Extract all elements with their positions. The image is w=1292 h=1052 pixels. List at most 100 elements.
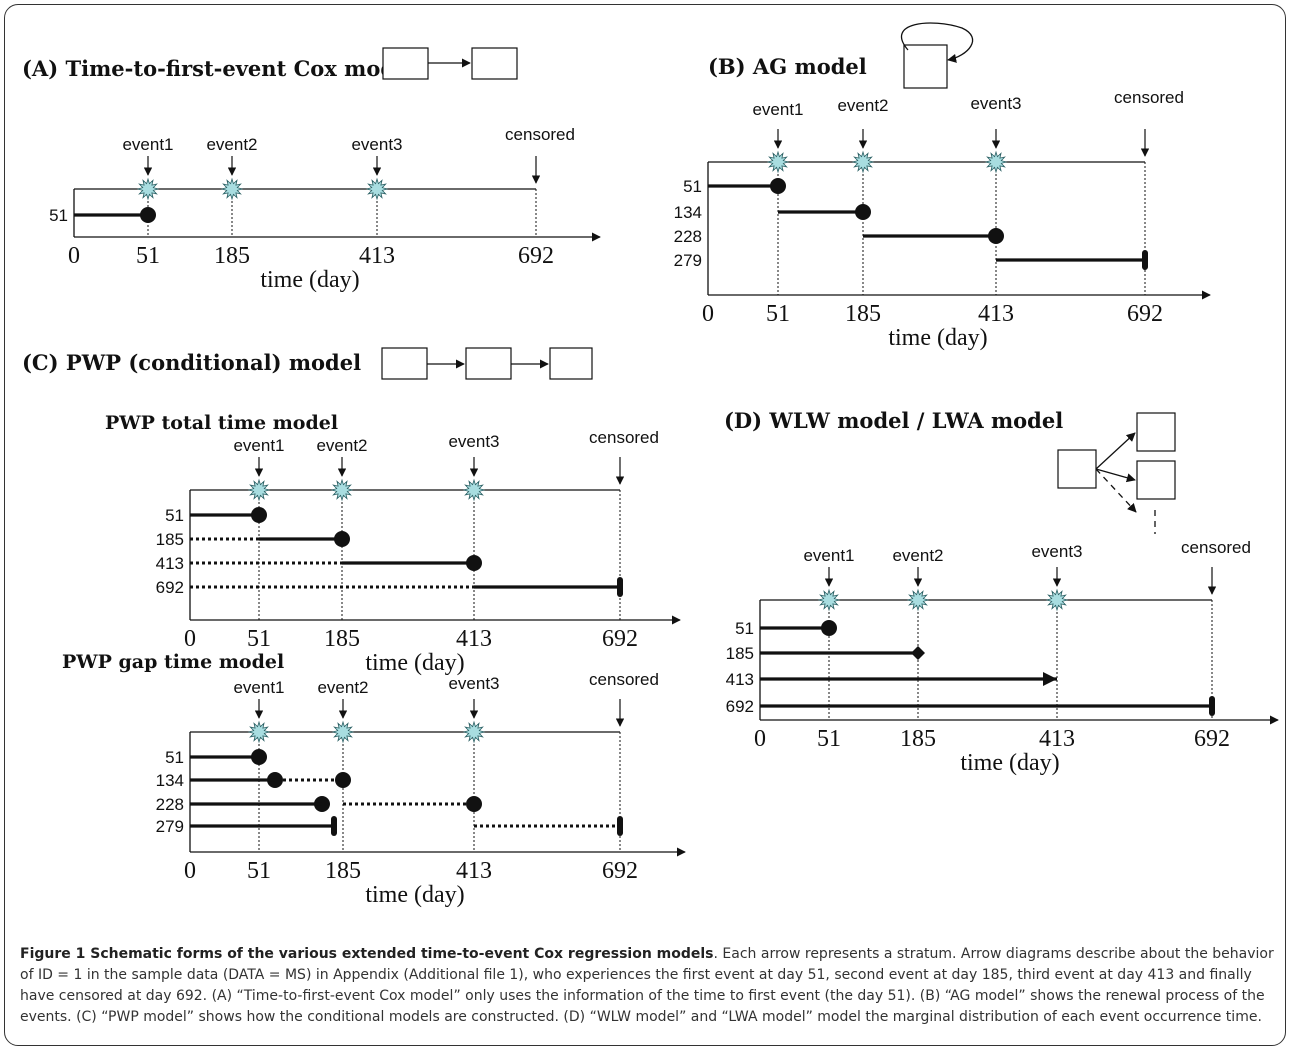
tick-label: 0: [702, 301, 714, 327]
pwp-total-title: PWP total time model: [105, 412, 338, 434]
tick-label: 0: [184, 626, 196, 652]
row-label: 51: [165, 748, 184, 767]
tick-label: 51: [136, 243, 160, 269]
event-dot: [821, 620, 837, 636]
axis-title: time (day): [365, 882, 464, 908]
axis-title: time (day): [888, 325, 987, 351]
event-dot: [988, 228, 1004, 244]
state-box: [471, 47, 518, 80]
event-dot: [140, 207, 156, 223]
tick-label: 0: [184, 858, 196, 884]
tick-label: 51: [817, 726, 841, 752]
event-star-icon: [330, 478, 354, 502]
axis-title: time (day): [960, 750, 1059, 776]
tick-label: 413: [978, 301, 1014, 327]
row-label: 134: [156, 771, 184, 790]
censor-bar: [1142, 250, 1148, 270]
event-label: event1: [233, 436, 284, 455]
censored-label: censored: [589, 670, 659, 689]
tick-label: 0: [68, 243, 80, 269]
state-box: [382, 47, 429, 80]
panel-d: event1 event2 event3 censored 0 51 185 413 692 ti…: [726, 538, 1279, 776]
event-label: event1: [122, 135, 173, 154]
event-star-icon: [462, 478, 486, 502]
state-schematics: [381, 22, 1176, 534]
event-dot: [855, 204, 871, 220]
tick-label: 413: [456, 626, 492, 652]
tick-label: 413: [359, 243, 395, 269]
state-box: [1057, 449, 1097, 489]
row-label: 692: [726, 697, 754, 716]
censored-label: censored: [589, 428, 659, 447]
state-box: [381, 347, 428, 380]
tick-label: 185: [214, 243, 250, 269]
state-box: [1136, 412, 1176, 452]
tick-label: 185: [324, 626, 360, 652]
censored-label: censored: [1114, 88, 1184, 107]
row-label: 51: [735, 619, 754, 638]
event-dot: [251, 507, 267, 523]
event-star-icon: [247, 720, 271, 744]
event-star-icon: [766, 150, 790, 174]
transition-arrow: [1095, 468, 1136, 483]
diamond-marker: [911, 646, 925, 660]
tick-label: 185: [325, 858, 361, 884]
event-label: event3: [448, 432, 499, 451]
tick-label: 692: [1194, 726, 1230, 752]
tick-label: 51: [766, 301, 790, 327]
figure-frame: [4, 4, 1286, 1046]
event-star-icon: [817, 588, 841, 612]
event-label: event2: [892, 546, 943, 565]
event-label: event3: [448, 674, 499, 693]
row-label: 134: [674, 203, 702, 222]
row-label: 185: [726, 644, 754, 663]
row-label: 51: [683, 177, 702, 196]
tick-label: 692: [602, 858, 638, 884]
tick-label: 692: [1127, 301, 1163, 327]
event-label: event2: [317, 678, 368, 697]
row-label: 692: [156, 578, 184, 597]
tick-label: 692: [602, 626, 638, 652]
event-star-icon: [331, 720, 355, 744]
row-label: 185: [156, 530, 184, 549]
event-dot: [334, 531, 350, 547]
event-star-icon: [220, 177, 244, 201]
censor-bar: [1209, 696, 1215, 716]
tick-label: 692: [518, 243, 554, 269]
panel-b: event1 event2 event3 censored 0 51 185 413 692 ti…: [674, 88, 1211, 351]
row-label: 228: [674, 227, 702, 246]
axis-title: time (day): [365, 650, 464, 676]
event-label: event3: [1031, 542, 1082, 561]
tick-label: 413: [456, 858, 492, 884]
axis-title: time (day): [260, 267, 359, 293]
event-dot: [335, 772, 351, 788]
tick-label: 185: [845, 301, 881, 327]
transition-arrow: [1095, 468, 1137, 513]
panel-c-gap: event1 event2 event3 censored 0 51 185 413 692 ti…: [156, 670, 686, 908]
event-label: event1: [803, 546, 854, 565]
event-star-icon: [462, 720, 486, 744]
state-box: [1136, 460, 1176, 500]
event-label: event2: [837, 96, 888, 115]
censored-label: censored: [1181, 538, 1251, 557]
event-dot: [770, 178, 786, 194]
panel-b-title: (B) AG model: [708, 54, 867, 79]
censor-bar: [617, 577, 623, 597]
tick-label: 0: [754, 726, 766, 752]
row-label: 279: [156, 817, 184, 836]
event-label: event3: [351, 135, 402, 154]
row-label: 51: [49, 206, 68, 225]
event-label: event2: [206, 135, 257, 154]
event-star-icon: [247, 478, 271, 502]
row-label: 413: [156, 554, 184, 573]
row-label: 279: [674, 251, 702, 270]
tick-label: 51: [247, 858, 271, 884]
event-dot: [251, 749, 267, 765]
tick-label: 413: [1039, 726, 1075, 752]
state-box: [903, 44, 948, 89]
panel-d-title: (D) WLW model / LWA model: [724, 408, 1063, 433]
row-label: 51: [165, 506, 184, 525]
state-box: [465, 347, 512, 380]
